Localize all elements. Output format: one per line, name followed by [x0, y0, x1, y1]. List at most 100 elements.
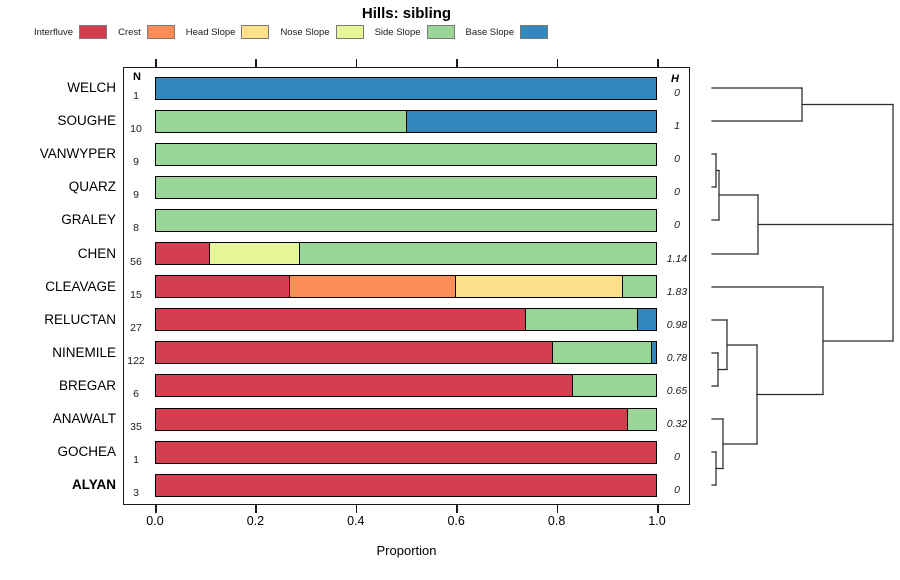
- n-value: 9: [133, 156, 139, 169]
- bar-segment-interfluve: [156, 375, 573, 397]
- x-tick-top: [657, 59, 659, 67]
- row-label: ALYAN: [71, 477, 116, 493]
- h-value: 0: [674, 153, 680, 166]
- bar-segment-side-slope: [572, 375, 656, 397]
- row-label: SOUGHE: [57, 113, 116, 129]
- row-label: QUARZ: [68, 179, 116, 195]
- bar-segment-side-slope: [627, 408, 656, 430]
- bar-segment-side-slope: [156, 209, 656, 231]
- legend-swatch-head-slope: [241, 25, 270, 39]
- n-value: 8: [133, 222, 139, 235]
- bar: [155, 242, 657, 265]
- x-axis-title: Proportion: [376, 543, 437, 558]
- row-label: BREGAR: [58, 377, 116, 393]
- bar: [155, 109, 657, 133]
- row-label: RELUCTAN: [44, 311, 116, 327]
- x-tick-bottom: [556, 505, 559, 513]
- legend-label: Side Slope: [374, 26, 421, 38]
- bar: [155, 175, 657, 199]
- n-value: 1: [133, 90, 139, 102]
- bar-segment-side-slope: [526, 309, 638, 331]
- h-value: 0: [674, 451, 680, 464]
- legend-item: Base Slope: [466, 25, 549, 39]
- x-tick-top: [255, 59, 257, 67]
- bar: [155, 374, 657, 398]
- bar-segment-crest: [289, 276, 457, 298]
- bar-segment-base-slope: [406, 110, 656, 132]
- legend-item: Crest: [118, 25, 175, 39]
- legend-item: Side Slope: [375, 25, 455, 39]
- n-value: 10: [130, 123, 142, 136]
- bar-segment-interfluve: [156, 342, 553, 364]
- n-value: 15: [130, 288, 142, 301]
- bar-segment-base-slope: [156, 77, 656, 99]
- bar-segment-head-slope: [456, 276, 623, 298]
- bar-segment-interfluve: [156, 309, 527, 331]
- bar-segment-side-slope: [156, 176, 656, 198]
- row-label: NINEMILE: [52, 344, 116, 360]
- n-value: 6: [133, 387, 139, 400]
- bar-segment-side-slope: [300, 243, 656, 264]
- legend-label: Crest: [118, 26, 141, 38]
- x-tick-bottom: [255, 505, 257, 513]
- legend-label: Head Slope: [185, 26, 236, 38]
- bar: [155, 76, 657, 100]
- legend-swatch-interfluve: [79, 25, 108, 39]
- row-label: WELCH: [67, 80, 116, 95]
- x-tick-label: 0.2: [246, 514, 265, 528]
- row-label: CLEAVAGE: [45, 278, 116, 294]
- x-tick-top: [556, 59, 559, 67]
- legend-label: Interfluve: [34, 26, 74, 38]
- bar: [155, 440, 657, 464]
- legend-item: Nose Slope: [280, 25, 364, 39]
- x-tick-top: [355, 59, 358, 67]
- h-value: 0.98: [666, 318, 688, 331]
- n-value: 35: [130, 421, 142, 433]
- bar-segment-base-slope: [652, 342, 656, 364]
- legend-label: Base Slope: [465, 26, 515, 38]
- h-value: 0: [674, 87, 680, 99]
- bar-segment-side-slope: [552, 342, 653, 364]
- bar-segment-side-slope: [156, 143, 656, 165]
- x-tick-label: 0.6: [447, 514, 465, 528]
- legend-swatch-side-slope: [426, 25, 455, 39]
- bar: [155, 341, 657, 365]
- legend-swatch-base-slope: [520, 25, 549, 39]
- row-label: VANWYPER: [39, 146, 116, 162]
- plot-box: [123, 67, 690, 505]
- bar: [155, 407, 657, 431]
- n-value: 1: [133, 454, 139, 467]
- bar-segment-interfluve: [156, 408, 628, 430]
- n-column-header: N: [133, 71, 141, 83]
- x-tick-bottom: [155, 505, 157, 513]
- x-tick-bottom: [355, 505, 358, 513]
- legend-item: Head Slope: [186, 25, 270, 39]
- chart-title: Hills: sibling: [361, 5, 452, 22]
- bar-segment-interfluve: [156, 243, 211, 264]
- h-value: 0: [674, 219, 680, 232]
- bar: [155, 308, 657, 332]
- x-tick-bottom: [456, 505, 458, 513]
- row-label: GOCHEA: [57, 444, 116, 460]
- h-value: 1.83: [666, 285, 688, 298]
- legend-swatch-nose-slope: [335, 25, 364, 39]
- legend-swatch-crest: [146, 25, 175, 39]
- bar-segment-side-slope: [622, 276, 656, 298]
- x-tick-bottom: [657, 505, 659, 513]
- bar: [155, 275, 657, 299]
- x-tick-top: [456, 59, 458, 67]
- h-value: 0: [674, 484, 680, 497]
- n-value: 9: [133, 189, 139, 202]
- bar: [155, 142, 657, 166]
- bar: [155, 208, 657, 232]
- bar-segment-interfluve: [156, 474, 656, 496]
- bar-segment-side-slope: [156, 110, 407, 132]
- bar: [155, 473, 657, 497]
- row-label: GRALEY: [61, 212, 116, 228]
- h-value: 0.65: [666, 384, 688, 397]
- h-value: 1: [674, 120, 680, 133]
- legend-label: Nose Slope: [280, 26, 330, 38]
- h-value: 1.14: [666, 252, 688, 265]
- x-tick-label: 0.8: [547, 514, 566, 528]
